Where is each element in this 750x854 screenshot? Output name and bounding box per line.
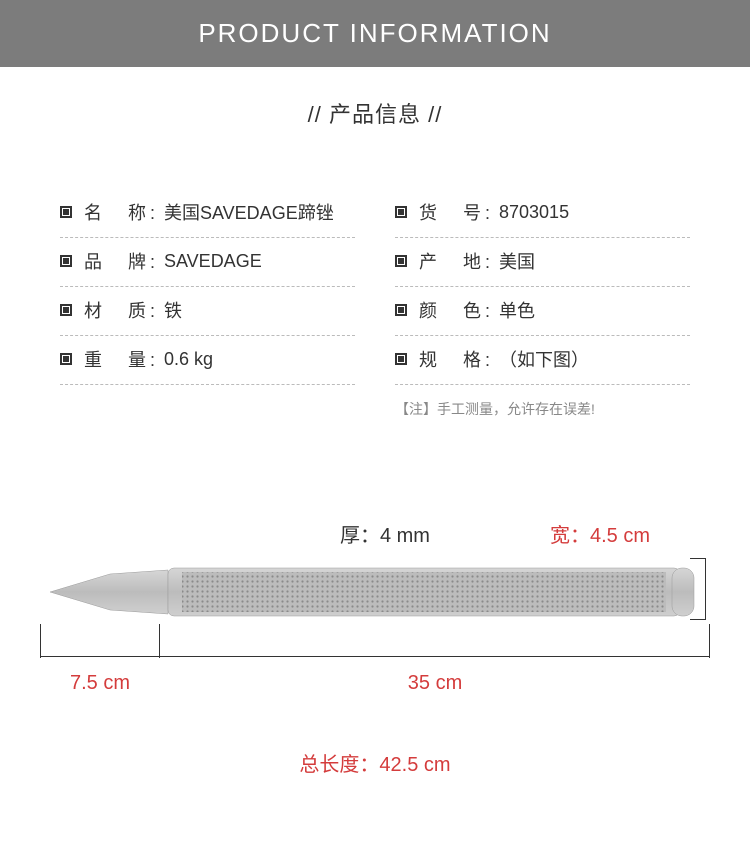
bullet-icon	[60, 255, 72, 267]
bullet-icon	[395, 353, 407, 365]
spec-value: SAVEDAGE	[164, 251, 262, 272]
header-title: PRODUCT INFORMATION	[198, 18, 551, 48]
spec-label: 材 质:	[84, 297, 164, 323]
tool-illustration	[50, 564, 700, 624]
measurement-note: 【注】手工测量，允许存在误差!	[395, 399, 690, 419]
spec-value: 美国SAVEDAGE蹄锉	[164, 199, 334, 225]
bullet-icon	[60, 353, 72, 365]
spec-label: 名 称:	[84, 199, 164, 225]
spec-value: 0.6 kg	[164, 349, 213, 370]
spec-row: 品 牌:SAVEDAGE	[60, 238, 355, 287]
width-label: 宽：4.5 cm	[550, 519, 650, 548]
spec-value: 铁	[164, 297, 182, 323]
spec-label: 货 号:	[419, 199, 499, 225]
spec-value: 美国	[499, 248, 535, 274]
width-bracket	[690, 558, 706, 620]
seg1-value: 7.5 cm	[40, 672, 160, 695]
spec-value: （如下图）	[499, 346, 589, 372]
top-dimensions: 厚：4 mm 宽：4.5 cm	[40, 519, 710, 548]
dimension-diagram: 厚：4 mm 宽：4.5 cm	[0, 519, 750, 817]
spec-row: 产 地:美国	[395, 238, 690, 287]
spec-value: 单色	[499, 297, 535, 323]
bullet-icon	[60, 206, 72, 218]
bullet-icon	[60, 304, 72, 316]
spec-row: 材 质:铁	[60, 287, 355, 336]
spec-label: 品 牌:	[84, 248, 164, 274]
spec-label: 产 地:	[419, 248, 499, 274]
total-length: 总长度：42.5 cm	[40, 748, 710, 777]
subtitle: // 产品信息 //	[0, 97, 750, 129]
spec-row: 规 格:（如下图）	[395, 336, 690, 385]
header-bar: PRODUCT INFORMATION	[0, 0, 750, 67]
specs-table: 名 称:美国SAVEDAGE蹄锉品 牌:SAVEDAGE材 质:铁重 量:0.6…	[0, 189, 750, 419]
bullet-icon	[395, 255, 407, 267]
specs-col-left: 名 称:美国SAVEDAGE蹄锉品 牌:SAVEDAGE材 质:铁重 量:0.6…	[60, 189, 355, 419]
spec-value: 8703015	[499, 202, 569, 223]
spec-label: 颜 色:	[419, 297, 499, 323]
bullet-icon	[395, 304, 407, 316]
spec-row: 名 称:美国SAVEDAGE蹄锉	[60, 189, 355, 238]
seg2-value: 35 cm	[160, 672, 710, 695]
bullet-icon	[395, 206, 407, 218]
rasp-svg	[50, 564, 700, 620]
spec-label: 重 量:	[84, 346, 164, 372]
spec-row: 货 号:8703015	[395, 189, 690, 238]
spec-row: 颜 色:单色	[395, 287, 690, 336]
segment-tang: 7.5 cm	[40, 628, 160, 698]
spec-label: 规 格:	[419, 346, 499, 372]
segment-body: 35 cm	[160, 628, 710, 698]
length-dimensions: 7.5 cm 35 cm	[40, 628, 710, 698]
specs-col-right: 货 号:8703015产 地:美国颜 色:单色规 格:（如下图）【注】手工测量，…	[395, 189, 690, 419]
spec-row: 重 量:0.6 kg	[60, 336, 355, 385]
thickness-label: 厚：4 mm	[340, 519, 430, 548]
